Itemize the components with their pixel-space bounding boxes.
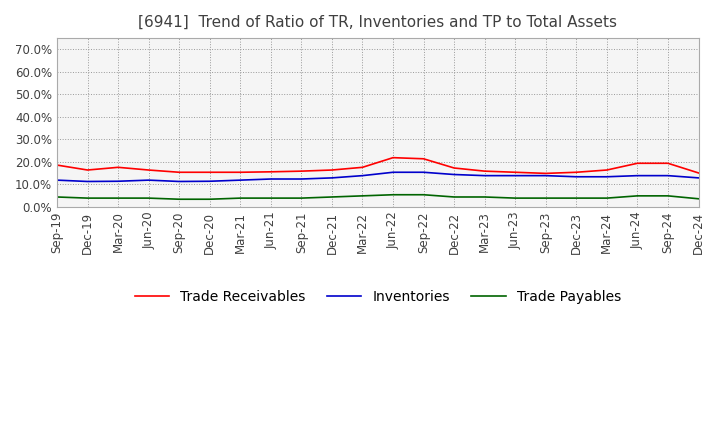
Trade Receivables xyxy=(53,162,61,168)
Trade Receivables xyxy=(389,155,397,160)
Inventories xyxy=(175,179,184,184)
Trade Receivables xyxy=(84,167,92,172)
Trade Receivables xyxy=(297,169,306,174)
Inventories xyxy=(358,173,366,178)
Inventories xyxy=(664,173,672,178)
Inventories xyxy=(419,170,428,175)
Inventories xyxy=(266,176,275,182)
Inventories xyxy=(114,179,122,184)
Inventories xyxy=(633,173,642,178)
Inventories xyxy=(694,175,703,180)
Trade Payables xyxy=(358,193,366,198)
Line: Trade Receivables: Trade Receivables xyxy=(57,158,698,173)
Trade Payables xyxy=(664,193,672,198)
Trade Receivables xyxy=(511,170,520,175)
Inventories xyxy=(603,174,611,180)
Trade Payables xyxy=(297,195,306,201)
Trade Receivables xyxy=(572,170,580,175)
Trade Receivables xyxy=(480,169,489,174)
Inventories xyxy=(144,177,153,183)
Trade Receivables xyxy=(114,165,122,170)
Inventories xyxy=(450,172,459,177)
Trade Payables xyxy=(541,195,550,201)
Line: Trade Payables: Trade Payables xyxy=(57,195,698,199)
Trade Payables xyxy=(236,195,245,201)
Inventories xyxy=(297,176,306,182)
Trade Receivables xyxy=(266,169,275,174)
Inventories xyxy=(328,175,336,180)
Trade Payables xyxy=(450,194,459,200)
Trade Receivables xyxy=(419,156,428,161)
Trade Payables xyxy=(266,195,275,201)
Trade Payables xyxy=(419,192,428,198)
Line: Inventories: Inventories xyxy=(57,172,698,181)
Legend: Trade Receivables, Inventories, Trade Payables: Trade Receivables, Inventories, Trade Pa… xyxy=(129,284,626,309)
Trade Receivables xyxy=(664,161,672,166)
Trade Receivables xyxy=(633,161,642,166)
Inventories xyxy=(480,173,489,178)
Trade Payables xyxy=(572,195,580,201)
Trade Payables xyxy=(328,194,336,200)
Trade Receivables xyxy=(175,170,184,175)
Trade Receivables xyxy=(328,167,336,172)
Trade Receivables xyxy=(603,167,611,172)
Trade Payables xyxy=(84,195,92,201)
Trade Payables xyxy=(633,193,642,198)
Title: [6941]  Trend of Ratio of TR, Inventories and TP to Total Assets: [6941] Trend of Ratio of TR, Inventories… xyxy=(138,15,617,30)
Trade Receivables xyxy=(541,171,550,176)
Inventories xyxy=(511,173,520,178)
Trade Receivables xyxy=(694,170,703,176)
Trade Payables xyxy=(389,192,397,198)
Inventories xyxy=(389,170,397,175)
Trade Payables xyxy=(694,196,703,202)
Trade Receivables xyxy=(358,165,366,170)
Trade Payables xyxy=(205,197,214,202)
Trade Payables xyxy=(603,195,611,201)
Inventories xyxy=(53,177,61,183)
Trade Payables xyxy=(480,194,489,200)
Trade Payables xyxy=(114,195,122,201)
Trade Payables xyxy=(511,195,520,201)
Inventories xyxy=(572,174,580,180)
Inventories xyxy=(541,173,550,178)
Trade Receivables xyxy=(144,167,153,172)
Trade Receivables xyxy=(205,170,214,175)
Inventories xyxy=(236,177,245,183)
Trade Receivables xyxy=(450,165,459,171)
Inventories xyxy=(205,179,214,184)
Trade Payables xyxy=(175,197,184,202)
Trade Payables xyxy=(53,194,61,200)
Trade Payables xyxy=(144,195,153,201)
Trade Receivables xyxy=(236,170,245,175)
Inventories xyxy=(84,179,92,184)
